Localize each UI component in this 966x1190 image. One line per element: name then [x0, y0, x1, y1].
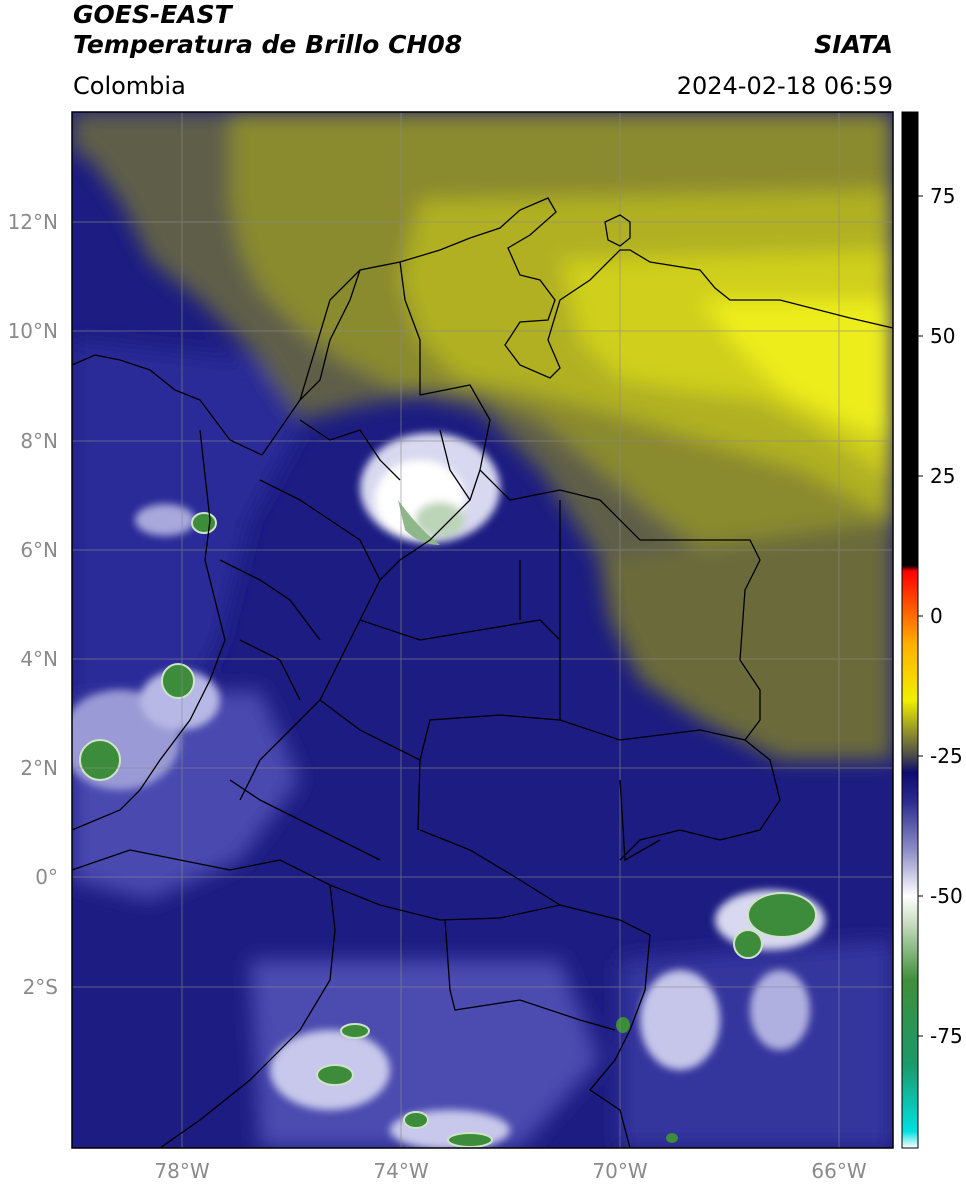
lon-label: 70°W: [592, 1159, 647, 1183]
lat-label: 12°N: [8, 210, 58, 234]
product-title: Temperatura de Brillo CH08: [73, 30, 463, 59]
lon-label: 66°W: [811, 1159, 866, 1183]
colorbar-frame: [901, 111, 919, 1149]
borders: [72, 197, 893, 1148]
colorbar-tick-label: -75: [930, 1024, 963, 1048]
lat-label: 2°S: [23, 975, 58, 999]
lon-label: 78°W: [154, 1159, 209, 1183]
colorbar-tick-label: 50: [930, 324, 955, 348]
lat-label: 10°N: [8, 319, 58, 343]
colorbar-tick-label: 0: [930, 604, 943, 628]
lat-label: 4°N: [20, 647, 58, 671]
colorbar-tick-label: 25: [930, 464, 955, 488]
cold-cloud-tops: [79, 500, 817, 1148]
lat-axis: 12°N 10°N 8°N 6°N 4°N 2°N 0° 2°S: [8, 210, 58, 999]
source-label: SIATA: [814, 30, 893, 59]
colorbar-tick-label: 75: [930, 184, 955, 208]
datetime-label: 2024-02-18 06:59: [676, 72, 893, 100]
colorbar-tick-label: -50: [930, 884, 963, 908]
map-frame: [71, 111, 894, 1149]
lat-label: 8°N: [20, 429, 58, 453]
lat-label: 2°N: [20, 756, 58, 780]
colorbar-tick-label: -25: [930, 744, 963, 768]
lat-label: 6°N: [20, 538, 58, 562]
graticule: [72, 112, 893, 1148]
lat-label: 0°: [35, 865, 58, 889]
satellite-image: [72, 112, 893, 1148]
satellite-title: GOES-EAST: [73, 0, 232, 29]
lon-label: 74°W: [373, 1159, 428, 1183]
colorbar-gradient: [902, 112, 918, 1148]
colorbar: 75 50 25 0 -25 -50 -75: [901, 111, 963, 1149]
region-label: Colombia: [73, 72, 186, 100]
lon-axis: 78°W 74°W 70°W 66°W: [154, 1159, 866, 1183]
